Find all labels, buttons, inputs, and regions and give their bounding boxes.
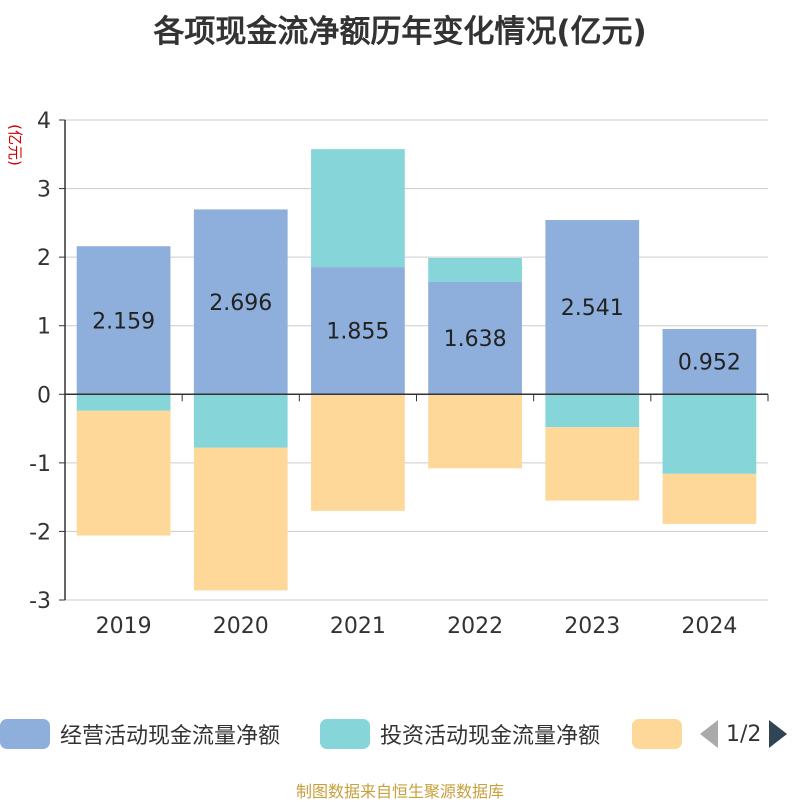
bar-s1-2023 [545, 394, 640, 428]
legend: 经营活动现金流量净额 投资活动现金流量净额 [0, 714, 800, 754]
legend-page-indicator: 1/2 [726, 721, 762, 747]
chart-title: 各项现金流净额历年变化情况(亿元) [153, 14, 647, 50]
y-tick-label-6: -2 [29, 520, 51, 545]
y-tick-label-7: -3 [29, 589, 51, 614]
x-tick-label-2021: 2021 [330, 614, 386, 639]
legend-swatch-financing [632, 719, 682, 749]
x-tick-label-2020: 2020 [213, 614, 269, 639]
legend-swatch-operating [0, 719, 50, 749]
legend-prev-icon[interactable] [700, 720, 718, 748]
legend-pager: 1/2 [700, 714, 788, 754]
bar-s0-2022 [428, 281, 522, 395]
bar-s1-2024 [662, 394, 757, 474]
y-axis-unit-label: (亿元) [6, 124, 24, 166]
bar-s2-2020 [193, 447, 288, 591]
bar-s1-2020 [193, 394, 288, 448]
bar-s1-2019 [76, 394, 171, 411]
x-tick-label-2024: 2024 [681, 614, 737, 639]
data-label-2020: 2.696 [209, 291, 272, 316]
y-tick-label-1: 3 [37, 178, 51, 203]
bar-s2-2022 [428, 394, 522, 469]
bar-s2-2023 [545, 427, 640, 501]
y-tick-label-2: 2 [37, 246, 51, 271]
legend-label-investing: 投资活动现金流量净额 [380, 724, 601, 749]
legend-swatch-investing [320, 719, 370, 749]
legend-item-financing[interactable] [632, 714, 682, 754]
bar-s1-2022 [428, 257, 522, 282]
x-tick-label-2019: 2019 [96, 614, 152, 639]
legend-item-investing[interactable]: 投资活动现金流量净额 [320, 714, 600, 754]
data-label-2022: 1.638 [444, 327, 507, 352]
y-tick-label-3: 1 [37, 315, 51, 340]
y-tick-label-0: 4 [37, 109, 51, 134]
y-tick-label-5: -1 [29, 452, 51, 477]
bar-s0-2023 [545, 220, 640, 395]
legend-item-operating[interactable]: 经营活动现金流量净额 [0, 714, 280, 754]
bar-s2-2024 [662, 473, 757, 524]
y-tick-label-4: 0 [37, 383, 51, 408]
data-label-2023: 2.541 [561, 296, 624, 321]
legend-label-operating: 经营活动现金流量净额 [60, 724, 281, 749]
data-label-2024: 0.952 [678, 351, 741, 376]
x-tick-label-2022: 2022 [447, 614, 503, 639]
data-label-2021: 1.855 [326, 320, 389, 345]
bar-s0-2024 [662, 329, 757, 395]
bar-s0-2019 [76, 246, 171, 395]
bar-s0-2020 [193, 209, 288, 395]
bar-s2-2021 [311, 394, 405, 511]
bar-s2-2019 [76, 410, 171, 536]
data-label-2019: 2.159 [92, 309, 155, 334]
x-tick-label-2023: 2023 [564, 614, 620, 639]
bar-s1-2021 [311, 149, 405, 268]
legend-next-icon[interactable] [769, 720, 788, 748]
source-note: 制图数据来自恒生聚源数据库 [295, 782, 504, 801]
bar-s0-2021 [311, 267, 405, 395]
